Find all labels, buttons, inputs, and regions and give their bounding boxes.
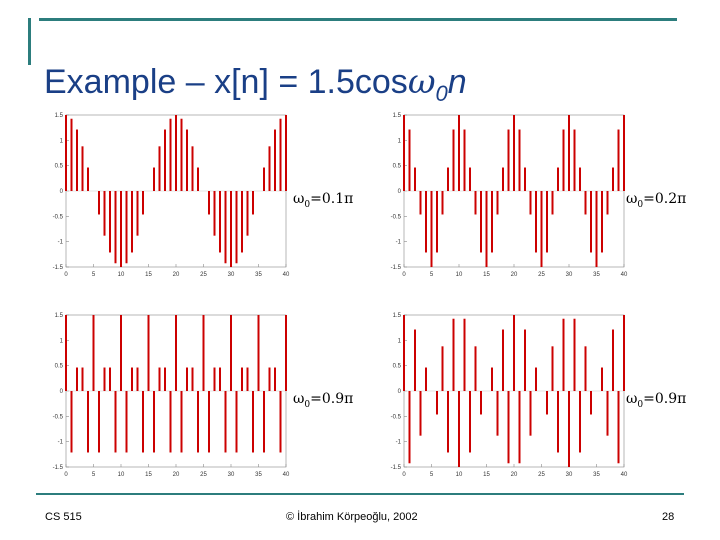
y-tick-label: -1.5 (391, 265, 402, 271)
y-tick-label: 0.5 (393, 164, 402, 170)
y-tick-label: 1 (60, 338, 64, 344)
x-tick-label: 15 (145, 472, 152, 478)
x-tick-label: 35 (593, 272, 600, 278)
footer-page-number: 28 (662, 511, 675, 523)
freq-value: =0.2π (643, 191, 687, 207)
x-tick-label: 5 (92, 272, 96, 278)
plot-top-left: 1.510.50-0.5-1-1.50 5 10 15 20 25 30 35 40 (53, 113, 290, 278)
footer-course: CS 515 (45, 511, 82, 523)
y-tick-label: -1 (396, 240, 402, 246)
y-tick-label: 0 (398, 189, 402, 195)
x-tick-label: 40 (621, 472, 628, 478)
freq-label-top-right: ω0=0.2π (626, 191, 686, 210)
y-tick-label: -1.5 (391, 465, 402, 471)
y-tick-label: -1.5 (53, 265, 64, 271)
x-tick-label: 0 (64, 472, 68, 478)
freq-subscript: 0 (304, 199, 311, 210)
x-tick-label: 40 (621, 272, 628, 278)
freq-label-bottom-right: ω0=0.9π (626, 391, 686, 410)
title-omega: ω (407, 62, 436, 102)
y-tick-label: 0.5 (55, 164, 64, 170)
x-tick-label: 30 (228, 472, 235, 478)
freq-label-top-left: ω0=0.1π (293, 191, 353, 210)
y-tick-label: 0.5 (55, 364, 64, 370)
y-tick-label: -0.5 (53, 214, 64, 220)
x-tick-label: 20 (173, 272, 180, 278)
y-tick-label: -0.5 (53, 414, 64, 420)
plot-bottom-left: 1.510.50-0.5-1-1.50 5 10 15 20 25 30 35 40 (53, 313, 290, 478)
x-tick-label: 0 (64, 272, 68, 278)
x-tick-label: 25 (200, 472, 207, 478)
freq-omega: ω (293, 391, 305, 407)
x-tick-label: 35 (593, 472, 600, 478)
x-tick-label: 10 (456, 272, 463, 278)
x-tick-label: 30 (566, 472, 573, 478)
y-tick-label: 0 (398, 389, 402, 395)
y-tick-label: 1 (398, 138, 402, 144)
x-tick-label: 15 (145, 272, 152, 278)
title-prefix: Example – x[n] = 1.5cos (44, 63, 408, 101)
x-tick-label: 20 (511, 472, 518, 478)
x-tick-label: 15 (483, 272, 490, 278)
y-tick-label: 0.5 (393, 364, 402, 370)
x-tick-label: 10 (118, 272, 125, 278)
x-tick-label: 10 (118, 472, 125, 478)
y-tick-label: 1.5 (393, 313, 402, 319)
frame-left-line (28, 18, 31, 65)
x-tick-label: 10 (456, 472, 463, 478)
x-tick-label: 5 (430, 472, 434, 478)
x-tick-label: 20 (173, 472, 180, 478)
y-tick-label: 1 (398, 338, 402, 344)
y-tick-label: 1 (60, 138, 64, 144)
y-tick-label: 0 (60, 189, 64, 195)
y-tick-label: 1.5 (55, 313, 64, 319)
freq-label-bottom-left: ω0=0.9π (293, 391, 353, 410)
x-tick-label: 15 (483, 472, 490, 478)
footer-copyright: © İbrahim Körpeoğlu, 2002 (286, 511, 418, 523)
x-tick-label: 30 (566, 272, 573, 278)
freq-value: =0.9π (643, 391, 687, 407)
footer-divider (36, 493, 684, 495)
freq-value: =0.9π (310, 391, 354, 407)
y-tick-label: -1 (396, 440, 402, 446)
y-tick-label: -0.5 (391, 214, 402, 220)
x-tick-label: 40 (283, 472, 290, 478)
y-tick-label: 1.5 (55, 113, 64, 119)
x-tick-label: 5 (92, 472, 96, 478)
y-tick-label: 1.5 (393, 113, 402, 119)
freq-value: =0.1π (310, 191, 354, 207)
y-tick-label: -1 (58, 240, 64, 246)
x-tick-label: 40 (283, 272, 290, 278)
title-omega-subscript: 0 (435, 80, 448, 106)
y-tick-label: -1 (58, 440, 64, 446)
plot-bottom-right: 1.510.50-0.5-1-1.50 5 10 15 20 25 30 35 40 (391, 313, 628, 478)
x-tick-label: 35 (255, 272, 262, 278)
x-tick-label: 20 (511, 272, 518, 278)
freq-omega: ω (626, 391, 638, 407)
freq-omega: ω (626, 191, 638, 207)
frame-top-line (39, 18, 677, 21)
x-tick-label: 0 (402, 472, 406, 478)
title-variable: n (447, 63, 467, 101)
y-tick-label: -1.5 (53, 465, 64, 471)
freq-omega: ω (293, 191, 305, 207)
x-tick-label: 25 (538, 272, 545, 278)
x-tick-label: 30 (228, 272, 235, 278)
slide-title: Example – x[n] = 1.5cosω0n (44, 62, 467, 107)
x-tick-label: 0 (402, 272, 406, 278)
x-tick-label: 25 (200, 272, 207, 278)
y-tick-label: 0 (60, 389, 64, 395)
x-tick-label: 35 (255, 472, 262, 478)
freq-subscript: 0 (304, 399, 311, 410)
y-tick-label: -0.5 (391, 414, 402, 420)
plot-top-right: 1.510.50-0.5-1-1.50 5 10 15 20 25 30 35 40 (391, 113, 628, 278)
freq-subscript: 0 (637, 399, 644, 410)
x-tick-label: 5 (430, 272, 434, 278)
freq-subscript: 0 (637, 199, 644, 210)
x-tick-label: 25 (538, 472, 545, 478)
